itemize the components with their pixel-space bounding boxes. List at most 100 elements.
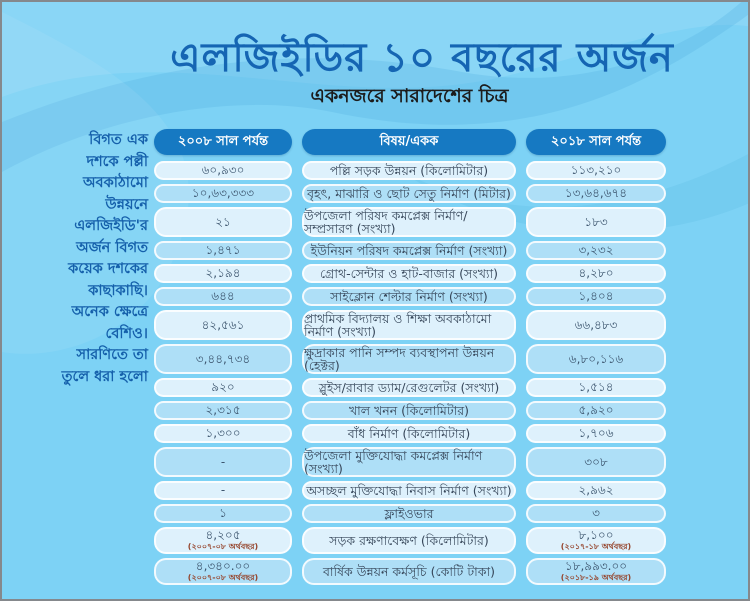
subject-label: ফ্লাইওভার <box>384 506 434 521</box>
value-2008: ২,৩১৫ <box>205 403 241 417</box>
subject-pill: ফ্লাইওভার <box>302 504 516 523</box>
subject-pill: অসচ্ছল মুক্তিযোদ্ধা নিবাস নির্মাণ (সংখ্য… <box>302 481 516 500</box>
value-2018: ৩০৮ <box>584 454 608 469</box>
table-row: ২,১৯৪ গ্রোথ-সেন্টার ও হাট-বাজার (সংখ্যা)… <box>154 264 666 283</box>
subject-pill: বার্ষিক উন্নয়ন কর্মসূচি (কোটি টাকা) <box>302 558 516 585</box>
value-2008-pill: ২১ <box>154 207 292 237</box>
value-2008: ২,১৯৪ <box>205 266 241 280</box>
achievements-table: ২০০৮ সাল পর্যন্ত বিষয়/একক ২০১৮ সাল পর্য… <box>154 129 666 585</box>
value-2018: ২,৯৬২ <box>578 483 614 497</box>
value-2018: ৫,৯২০ <box>578 403 614 417</box>
subject-label: প্রাথমিক বিদ্যালয় ও শিক্ষা অবকাঠামো নির… <box>304 311 492 339</box>
table-row: ৪২,৫৬১ প্রাথমিক বিদ্যালয় ও শিক্ষা অবকাঠ… <box>154 310 666 340</box>
value-2008-pill: - <box>154 447 292 477</box>
value-2008-pill: ১,৪৭১ <box>154 241 292 260</box>
table-row: ৩,৪৪,৭৩৪ ক্ষুদ্রাকার পানি সম্পদ ব্যবস্থা… <box>154 344 666 374</box>
value-2018: ১,৫১৪ <box>578 380 614 394</box>
value-2008-pill: ১ <box>154 504 292 523</box>
subject-pill: বৃহৎ, মাঝারি ও ছোট সেতু নির্মাণ (মিটার) <box>302 184 516 203</box>
value-2018: ৩ <box>592 506 600 520</box>
value-2018: ৩,২৩২ <box>578 243 614 257</box>
value-2008-pill: ১০,৬৩,৩৩৩ <box>154 184 292 203</box>
table-row: ৪,৩৪০.০০ (২০০৭-০৮ অর্থবছর) বার্ষিক উন্নয… <box>154 558 666 585</box>
subject-pill: উপজেলা মুক্তিযোদ্ধা কমপ্লেক্স নির্মাণ (স… <box>302 447 516 477</box>
value-2018-pill: ১৮৩ <box>526 207 666 237</box>
subject-pill: সাইক্লোন শেল্টার নির্মাণ (সংখ্যা) <box>302 287 516 306</box>
value-2018-fiscal-note: (২০১৭-১৮ অর্থবছর) <box>560 542 632 551</box>
header-2018: ২০১৮ সাল পর্যন্ত <box>526 129 666 155</box>
value-2018: ১৮৩ <box>584 214 608 229</box>
value-2018: ৬৬,৪৮৩ <box>574 317 618 332</box>
value-2018-pill: ২,৯৬২ <box>526 481 666 500</box>
table-row: - অসচ্ছল মুক্তিযোদ্ধা নিবাস নির্মাণ (সংখ… <box>154 481 666 500</box>
subject-pill: গ্রোথ-সেন্টার ও হাট-বাজার (সংখ্যা) <box>302 264 516 283</box>
value-2018-fiscal-note: (২০১৮-১৯ অর্থবছর) <box>560 573 632 582</box>
header-subject: বিষয়/একক <box>302 129 516 155</box>
value-2018-pill: ৬৬,৪৮৩ <box>526 310 666 340</box>
subject-label: ক্ষুদ্রাকার পানি সম্পদ ব্যবস্থাপনা উন্নয… <box>304 345 495 373</box>
value-2008-pill: ৯২০ <box>154 378 292 397</box>
value-2018-pill: ৩,২৩২ <box>526 241 666 260</box>
table-row: ৬৪৪ সাইক্লোন শেল্টার নির্মাণ (সংখ্যা) ১,… <box>154 287 666 306</box>
subject-label: বার্ষিক উন্নয়ন কর্মসূচি (কোটি টাকা) <box>322 564 496 579</box>
value-2018: ১১৩,২১০ <box>570 163 622 177</box>
value-2018-pill: ৫,৯২০ <box>526 401 666 420</box>
subject-label: স্লুইস/রাবার ড্যাম/রেগুলেটর (সংখ্যা) <box>318 380 500 395</box>
table-row: ১,৩০০ বাঁধ নির্মাণ (কিলোমিটার) ১,৭০৬ <box>154 424 666 443</box>
subject-pill: স্লুইস/রাবার ড্যাম/রেগুলেটর (সংখ্যা) <box>302 378 516 397</box>
subject-pill: প্রাথমিক বিদ্যালয় ও শিক্ষা অবকাঠামো নির… <box>302 310 516 340</box>
value-2018: ১,৭০৬ <box>578 426 614 440</box>
value-2018: ৪,২৮০ <box>578 266 614 280</box>
subject-label: অসচ্ছল মুক্তিযোদ্ধা নিবাস নির্মাণ (সংখ্য… <box>306 483 512 498</box>
value-2008: ৬৪৪ <box>211 289 235 303</box>
value-2008: ১,৪৭১ <box>205 243 241 257</box>
table-row: ৪,২০৫ (২০০৭-০৮ অর্থবছর) সড়ক রক্ষণাবেক্ষ… <box>154 527 666 554</box>
value-2018-pill: ১,৫১৪ <box>526 378 666 397</box>
subject-pill: বাঁধ নির্মাণ (কিলোমিটার) <box>302 424 516 443</box>
table-header-row: ২০০৮ সাল পর্যন্ত বিষয়/একক ২০১৮ সাল পর্য… <box>154 129 666 155</box>
value-2018-pill: ৩ <box>526 504 666 523</box>
value-2018: ১,৪০৪ <box>578 289 614 303</box>
value-2008: ২১ <box>215 214 231 229</box>
value-2008-pill: ৬০,৯৩০ <box>154 161 292 180</box>
subject-pill: উপজেলা পরিষদ কমপ্লেক্স নির্মাণ/সম্প্রসার… <box>302 207 516 237</box>
value-2008: ১,৩০০ <box>205 426 241 440</box>
value-2018-pill: ৬,৮০,১১৬ <box>526 344 666 374</box>
subject-label: ইউনিয়ন পরিষদ কমপ্লেক্স নির্মাণ (সংখ্যা) <box>310 243 508 258</box>
value-2018: ৬,৮০,১১৬ <box>568 351 624 366</box>
table-row: ১০,৬৩,৩৩৩ বৃহৎ, মাঝারি ও ছোট সেতু নির্মা… <box>154 184 666 203</box>
value-2008: ৬০,৯৩০ <box>201 163 245 177</box>
value-2018: ৮,১০০ <box>578 528 614 542</box>
page-title: এলজিইডির ১০ বছরের অর্জন <box>170 35 674 81</box>
header-2008: ২০০৮ সাল পর্যন্ত <box>154 129 292 155</box>
value-2008-fiscal-note: (২০০৭-০৮ অর্থবছর) <box>187 573 259 582</box>
subject-label: বাঁধ নির্মাণ (কিলোমিটার) <box>347 426 471 441</box>
value-2018-pill: ১,৭০৬ <box>526 424 666 443</box>
value-2008: ৪,৩৪০.০০ <box>195 559 251 573</box>
value-2008: ৯২০ <box>211 380 235 394</box>
value-2018-pill: ১১৩,২১০ <box>526 161 666 180</box>
value-2008-pill: ১,৩০০ <box>154 424 292 443</box>
value-2008: - <box>220 483 226 497</box>
value-2008: ৩,৪৪,৭৩৪ <box>195 351 251 366</box>
table-rows: ৬০,৯৩০ পল্লি সড়ক উন্নয়ন (কিলোমিটার) ১১… <box>154 161 666 585</box>
subject-pill: খাল খনন (কিলোমিটার) <box>302 401 516 420</box>
value-2018: ১৮,৯৯৩.০০ <box>564 559 628 573</box>
subject-label: সাইক্লোন শেল্টার নির্মাণ (সংখ্যা) <box>330 289 488 304</box>
value-2008-fiscal-note: (২০০৭-০৮ অর্থবছর) <box>187 542 259 551</box>
value-2008-pill: ২,১৯৪ <box>154 264 292 283</box>
value-2008: ১ <box>219 506 227 520</box>
value-2008-pill: ৪২,৫৬১ <box>154 310 292 340</box>
value-2008-pill: ৪,২০৫ (২০০৭-০৮ অর্থবছর) <box>154 527 292 554</box>
subject-label: পল্লি সড়ক উন্নয়ন (কিলোমিটার) <box>329 163 489 178</box>
subject-label: গ্রোথ-সেন্টার ও হাট-বাজার (সংখ্যা) <box>319 266 499 281</box>
subject-pill: পল্লি সড়ক উন্নয়ন (কিলোমিটার) <box>302 161 516 180</box>
value-2008: ৪,২০৫ <box>205 528 241 542</box>
subject-label: উপজেলা মুক্তিযোদ্ধা কমপ্লেক্স নির্মাণ (স… <box>304 448 483 476</box>
value-2018-pill: ১৩,৬৪,৬৭৪ <box>526 184 666 203</box>
table-row: ২১ উপজেলা পরিষদ কমপ্লেক্স নির্মাণ/সম্প্র… <box>154 207 666 237</box>
page-subtitle: একনজরে সারাদেশের চিত্র <box>310 85 509 107</box>
subject-label: উপজেলা পরিষদ কমপ্লেক্স নির্মাণ/সম্প্রসার… <box>304 208 468 236</box>
value-2008: ৪২,৫৬১ <box>201 317 245 332</box>
